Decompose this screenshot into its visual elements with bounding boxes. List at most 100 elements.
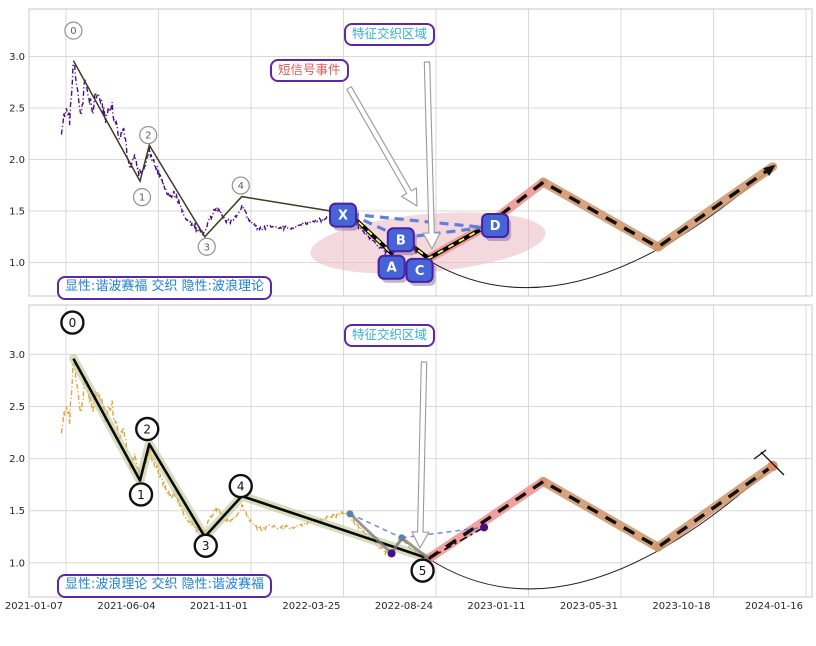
y-tick-label: 2.5: [9, 104, 25, 115]
caption-label-bottom: 显性:波浪理论 交织 隐性:谐波赛福: [57, 574, 273, 598]
harmonic-box-A: A: [377, 254, 408, 283]
harmonic-box-label: D: [490, 219, 501, 234]
wave-circle-2: 2: [135, 416, 160, 442]
end-tick-1: [753, 449, 767, 460]
x-tick-label: 2021-01-07: [5, 601, 63, 612]
trend-arc-bottom: [428, 465, 774, 590]
x-tick-label: 2021-11-01: [190, 601, 248, 612]
wave-circle-ring: [60, 310, 85, 335]
wave-circle-label: 0: [70, 26, 76, 37]
harmonic-box-D: D: [481, 212, 512, 241]
harmonic-box-rect: [328, 202, 357, 228]
projection-dashed-line: [427, 464, 774, 561]
wave-circle-0: 0: [64, 21, 83, 40]
wave-circle-label: 2: [145, 131, 151, 142]
harmonic-box-label: B: [396, 233, 406, 248]
end-tick-2: [760, 451, 785, 476]
arrowhead: [763, 164, 776, 177]
wave-circle-ring: [197, 237, 216, 256]
top-panel: 1.0 1.5 2.0 2.5 3.0 0 1 2 3 4 X AB C D: [9, 8, 813, 297]
callout-arrow: [411, 361, 430, 549]
wave-circle-ring: [128, 482, 154, 507]
wave-circle-0: 0: [60, 310, 85, 335]
wave-circle-label: 1: [139, 193, 145, 204]
wave-circle-label: 0: [69, 316, 77, 330]
x-tick-label: 2023-05-31: [560, 601, 618, 612]
y-tick-label: 1.5: [9, 506, 25, 517]
wave-circle-label: 1: [137, 488, 145, 502]
region-label-bottom: 特征交织区域: [344, 324, 436, 348]
elliott-wave-line-top: [72, 60, 351, 239]
y-tick-label: 1.0: [9, 258, 25, 269]
wave-circle-ring: [132, 188, 152, 207]
wave-circle-3: 3: [193, 533, 218, 558]
wave-circle-ring: [410, 558, 435, 583]
wave-circle-ring: [139, 125, 158, 145]
harmonic-box-rect: [405, 257, 434, 283]
wave-circle-label: 3: [202, 539, 210, 553]
region-label-top: 特征交织区域: [344, 23, 436, 47]
y-tick-label: 1.5: [9, 207, 25, 218]
callout-arrow: [346, 86, 418, 207]
price-line-top: [60, 63, 437, 260]
wave-circle-ring: [64, 21, 83, 40]
wave-circle-ring: [135, 416, 160, 442]
wave-circle-4: 4: [228, 473, 253, 499]
harmonic-box-label: X: [338, 209, 348, 224]
wave-circle-ring: [231, 176, 250, 195]
cd-dashdot-line: [428, 526, 485, 560]
wave-circle-label: 4: [237, 479, 245, 493]
wave-circle-label: 3: [204, 242, 210, 253]
bottom-panel: 1.0 1.5 2.0 2.5 3.0 2021-01-07 2021-06-04 2021-…: [5, 304, 813, 612]
harmonic-box-label: C: [415, 264, 425, 279]
x-tick-label: 2021-06-04: [97, 601, 155, 612]
harmonic-box-rect: [386, 227, 415, 253]
wave-circle-2: 2: [139, 125, 158, 145]
panel-spine: [28, 304, 813, 598]
wave-circle-ring: [193, 533, 218, 558]
wave-circle-5: 5: [410, 558, 435, 583]
wave-circle-1: 1: [128, 482, 154, 507]
harmonic-box-X: X: [328, 202, 359, 231]
wave-circle-label: 5: [419, 564, 427, 578]
panel-spine: [28, 8, 813, 297]
projection-glow: [538, 477, 663, 552]
pattern-dot-b: [398, 534, 406, 542]
pattern-dot-a: [387, 549, 396, 558]
price-line-bottom: [60, 361, 437, 560]
harmonic-ratio-line-thin: [349, 513, 403, 539]
projection-end-dot: [767, 460, 778, 472]
wave-circle-label: 4: [238, 181, 244, 192]
wave-circle-label: 2: [143, 422, 151, 436]
harmonic-box-C: C: [405, 257, 436, 286]
trend-arc-top: [428, 166, 774, 289]
pattern-dot-x: [346, 510, 354, 518]
x-tick-label: 2022-08-24: [375, 601, 433, 612]
projection-glow: [538, 177, 663, 252]
y-tick-label: 2.0: [9, 454, 25, 465]
harmonic-box-rect: [377, 254, 406, 280]
elliott-wave-line-bottom: [72, 357, 430, 560]
harmonic-ratio-line: [349, 212, 485, 230]
wave-circle-1: 1: [132, 188, 152, 207]
x-tick-label: 2023-01-11: [467, 601, 525, 612]
y-tick-label: 1.0: [9, 558, 25, 569]
harmonic-box-label: A: [387, 261, 397, 276]
wave-circle-3: 3: [197, 237, 216, 256]
wave-circle-4: 4: [231, 176, 250, 195]
pattern-dot-d: [480, 523, 489, 532]
wave-circle-ring: [228, 473, 253, 499]
y-tick-label: 2.0: [9, 155, 25, 166]
callout-arrow: [422, 61, 441, 250]
x-tick-label: 2022-03-25: [282, 601, 340, 612]
y-tick-label: 3.0: [9, 52, 25, 63]
short-signal-event-label: 短信号事件: [270, 59, 349, 83]
x-tick-label: 2023-10-18: [652, 601, 710, 612]
harmonic-box-rect: [481, 212, 510, 238]
y-tick-label: 3.0: [9, 350, 25, 361]
harmonic-box-B: B: [386, 227, 417, 256]
caption-label-top: 显性:谐波赛福 交织 隐性:波浪理论: [57, 276, 273, 300]
harmonic-pattern-line-bottom: [348, 512, 430, 560]
